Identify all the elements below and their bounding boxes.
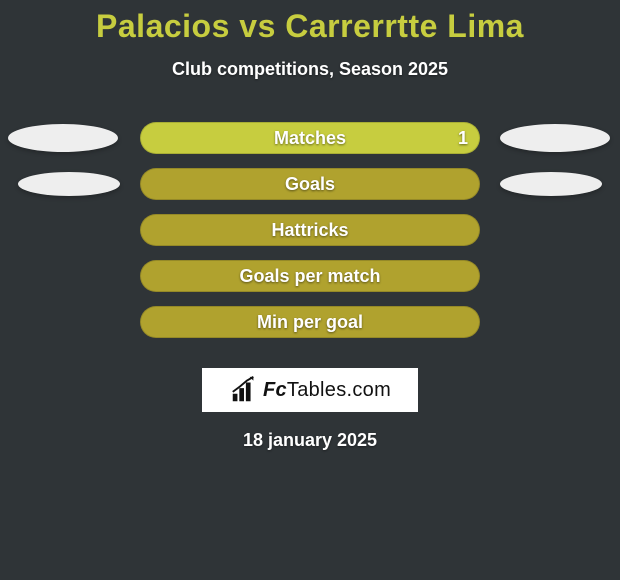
- stat-row-matches: Matches 1: [0, 122, 620, 154]
- stat-row-min-per-goal: Min per goal: [0, 306, 620, 338]
- stat-bar: [140, 260, 480, 292]
- logo-fc: Fc: [263, 379, 287, 401]
- footer-date: 18 january 2025: [0, 430, 620, 451]
- left-ellipse-icon: [18, 172, 120, 196]
- stat-bar: [140, 214, 480, 246]
- stat-bar: [140, 306, 480, 338]
- stat-row-goals-per-match: Goals per match: [0, 260, 620, 292]
- stat-bar: [140, 122, 480, 154]
- bar-chart-icon: [229, 375, 259, 405]
- stat-row-goals: Goals: [0, 168, 620, 200]
- fctables-logo: FcTables.com: [202, 368, 418, 412]
- stat-row-hattricks: Hattricks: [0, 214, 620, 246]
- page-title: Palacios vs Carrerrtte Lima: [0, 0, 620, 45]
- stat-bar: [140, 168, 480, 200]
- logo-tables: Tables.com: [287, 379, 391, 401]
- page-subtitle: Club competitions, Season 2025: [0, 59, 620, 80]
- comparison-card: Palacios vs Carrerrtte Lima Club competi…: [0, 0, 620, 580]
- comparison-rows: Matches 1 Goals Hattricks Goals per matc…: [0, 122, 620, 338]
- logo-text: FcTables.com: [263, 379, 391, 402]
- stat-value-right: 1: [458, 122, 468, 154]
- right-ellipse-icon: [500, 124, 610, 152]
- left-ellipse-icon: [8, 124, 118, 152]
- right-ellipse-icon: [500, 172, 602, 196]
